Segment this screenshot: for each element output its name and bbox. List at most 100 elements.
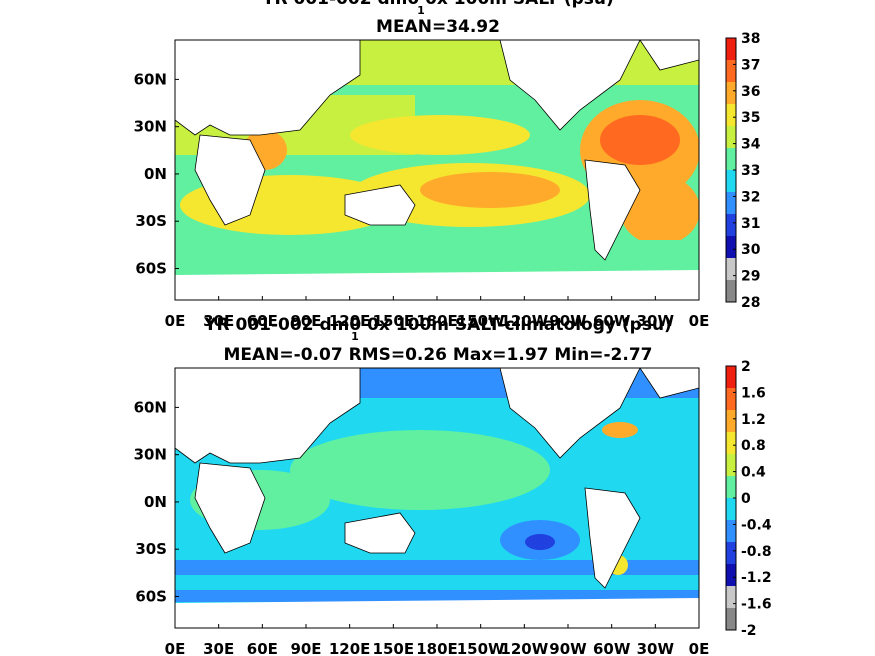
colorbar-swatch [726,258,736,281]
land-antarctica [175,270,699,300]
colorbar-swatch [726,38,736,61]
colorbar-tick-label: 1.2 [741,412,766,428]
x-tick-label: 30W [637,312,675,330]
colorbar-swatch [726,454,736,477]
land-eurasia [175,368,361,464]
colorbar-swatch [726,564,736,587]
panel-top: YR 001-002 dm0 0x 100m SALT (psu) 1 MEAN… [134,0,761,330]
colorbar-swatch [726,82,736,105]
chart-title-subscript: 1 [417,4,425,17]
colorbar-tick-label: -0.4 [741,517,772,533]
colorbar-tick-label: 31 [741,216,760,232]
land-greenland [639,368,699,399]
colorbar-swatch [726,542,736,565]
x-tick-label: 150W [457,640,505,656]
colorbar-tick-label: 36 [741,84,760,100]
x-tick-label: 90W [549,640,587,656]
colorbar-swatch [726,366,736,389]
colorbar-swatch [726,476,736,499]
x-tick-label: 30E [203,312,234,330]
y-tick-label: 30S [135,540,167,558]
colorbar-swatch [726,520,736,543]
chart-subtitle: MEAN=-0.07 RMS=0.26 Max=1.97 Min=-2.77 [224,345,653,365]
colorbar-swatch [726,280,736,303]
colorbar-tick-label: 30 [741,242,761,258]
anomaly-region-tropical-pacific [290,430,550,510]
salinity-region-south-atlantic [620,175,699,245]
land-africa [194,462,266,554]
chart-title: YR 001-002 dm0 0x 100m SALT-climatology … [203,315,672,335]
y-tick-label: 30S [135,212,167,230]
colorbar-swatch [726,126,736,149]
anomaly-band-southern [175,560,699,575]
colorbar-swatch [726,498,736,521]
colorbar-tick-label: 0.4 [741,465,766,481]
colorbar-swatch [726,410,736,433]
colorbar-tick-label: 0.8 [741,438,766,454]
colorbar-swatch [726,608,736,631]
chart-title-subscript: 1 [351,330,359,343]
salinity-region-north-pacific [350,115,530,155]
land-north-america [499,40,641,131]
colorbar-swatch [726,236,736,259]
land-north-america [499,368,641,459]
colorbar-swatch [726,214,736,237]
colorbar-tick-label: 28 [741,295,760,311]
colorbar-swatch [726,148,736,171]
land-greenland [639,40,699,71]
x-tick-label: 30W [637,640,675,656]
colorbar-tick-label: 2 [741,359,751,375]
colorbar-swatch [726,192,736,215]
x-tick-label: 60E [247,312,278,330]
anomaly-core-south-pacific [525,534,555,550]
land-africa [194,134,266,226]
chart-title: YR 001-002 dm0 0x 100m SALT (psu) [261,0,614,9]
colorbar-tick-label: 33 [741,163,760,179]
land-south-america [584,487,641,589]
land-south-america [584,159,641,261]
y-tick-label: 60S [135,587,167,605]
panel-bottom: YR 001-002 dm0 0x 100m SALT-climatology … [134,315,772,656]
land-antarctica [175,598,699,628]
x-tick-label: 60E [247,640,278,656]
x-tick-label: 90E [290,640,321,656]
colorbar-swatch [726,104,736,127]
colorbar-tick-label: -0.8 [741,544,772,560]
colorbar: 38 37 36 35 34 33 32 31 30 29 28 [725,31,761,311]
x-tick-label: 0E [165,640,186,656]
salinity-band-southern [175,240,699,275]
colorbar-tick-label: 1.6 [741,385,766,401]
y-tick-label: 60N [134,398,167,416]
chart-subtitle: MEAN=34.92 [376,17,500,37]
y-axis-ticks: 60N 30N 0N 30S 60S [134,70,179,277]
colorbar-swatch [726,586,736,609]
colorbar-tick-label: -1.6 [741,597,772,613]
y-tick-label: 60S [135,259,167,277]
x-tick-label: 120W [500,312,548,330]
y-tick-label: 30N [134,118,167,136]
colorbar: 2 1.6 1.2 0.8 0.4 0 -0.4 -0.8 -1.2 -1.6 -2 [725,359,772,639]
y-tick-label: 30N [134,446,167,464]
x-tick-label: 0E [689,312,710,330]
anomaly-band-southern [175,590,699,602]
colorbar-swatch [726,388,736,411]
land-australia [344,512,416,554]
colorbar-tick-label: 37 [741,57,760,73]
x-tick-label: 90W [549,312,587,330]
x-tick-label: 180E [416,640,458,656]
colorbar-tick-label: 0 [741,491,751,507]
x-tick-label: 150E [373,640,415,656]
x-tick-label: 120E [329,312,371,330]
map-field [175,368,699,628]
y-axis-ticks: 60N 30N 0N 30S 60S [134,398,179,605]
colorbar-tick-label: 38 [741,31,760,47]
colorbar-tick-label: -1.2 [741,570,772,586]
x-tick-label: 60W [593,312,631,330]
colorbar-tick-label: 32 [741,189,760,205]
colorbar-tick-label: 35 [741,110,760,126]
salinity-core-south-pacific [420,172,560,208]
x-tick-label: 0E [165,312,186,330]
